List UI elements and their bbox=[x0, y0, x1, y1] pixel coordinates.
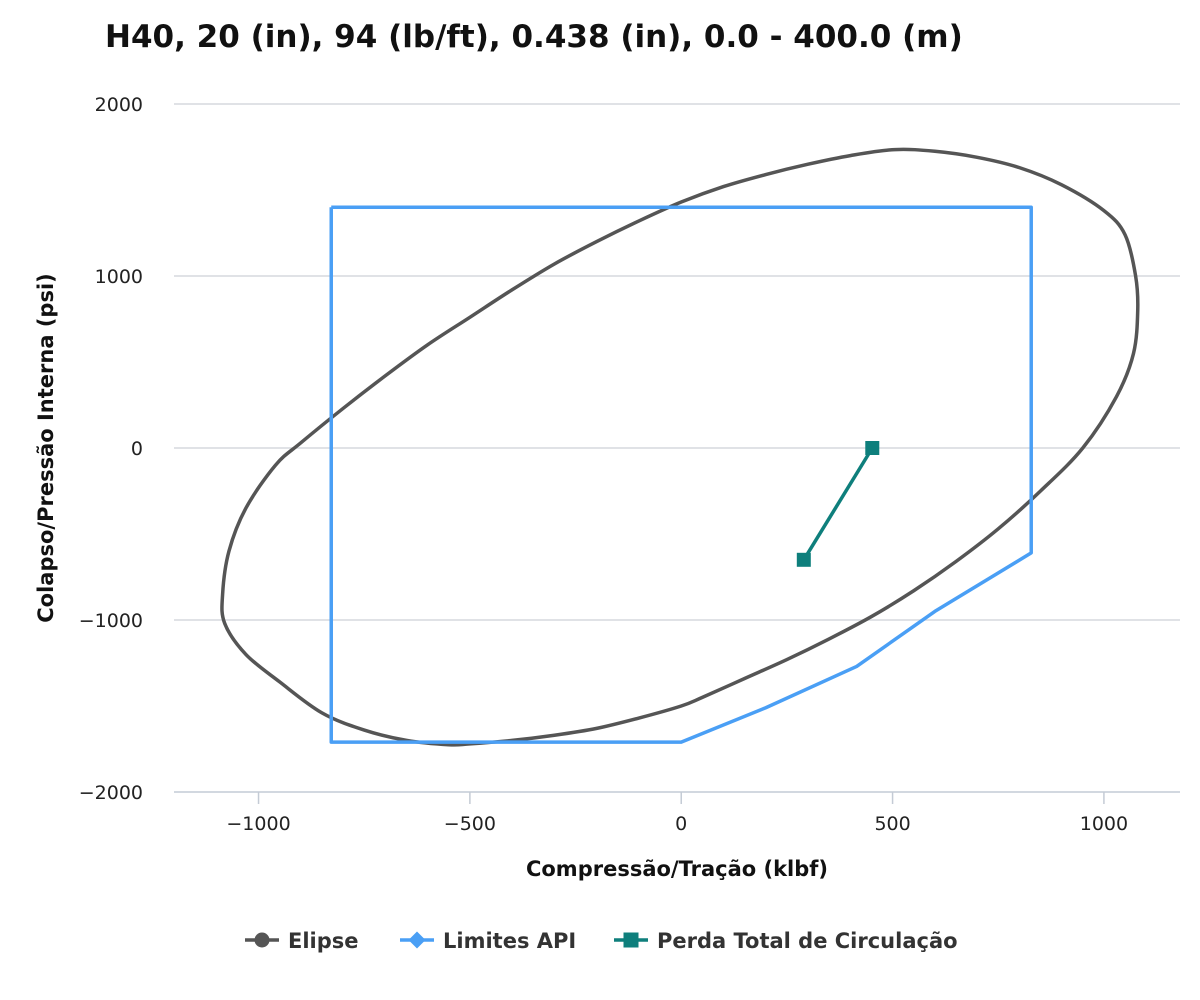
series-line bbox=[220, 147, 1140, 747]
chart-title: H40, 20 (in), 94 (lb/ft), 0.438 (in), 0.… bbox=[105, 19, 963, 55]
series-limites-api bbox=[329, 205, 1033, 744]
x-tick-label: 0 bbox=[675, 813, 687, 835]
series-elipse bbox=[220, 147, 1140, 747]
data-point bbox=[796, 552, 811, 567]
legend-marker-circle-icon bbox=[254, 932, 270, 948]
legend-label: Elipse bbox=[288, 929, 359, 953]
x-axis-title: Compressão/Tração (klbf) bbox=[526, 857, 828, 881]
series-perda-total-de-circulacao bbox=[796, 441, 880, 567]
legend-item-limites-api[interactable]: Limites API bbox=[400, 929, 576, 953]
legend-marker-diamond-icon bbox=[408, 931, 426, 949]
x-tick-label: −1000 bbox=[226, 813, 290, 835]
legend-item-perda-total-de-circulacao[interactable]: Perda Total de Circulação bbox=[614, 929, 958, 953]
legend-item-elipse[interactable]: Elipse bbox=[245, 929, 359, 953]
y-tick-label: 0 bbox=[131, 438, 143, 460]
grid bbox=[174, 103, 1180, 621]
plot-area bbox=[220, 147, 1140, 747]
series-line bbox=[329, 205, 1033, 744]
series-line bbox=[802, 447, 874, 561]
legend-marker-square-icon bbox=[623, 932, 639, 948]
legend[interactable]: Elipse Limites API Perda Total de Circulaç… bbox=[245, 929, 958, 953]
legend-label: Limites API bbox=[443, 929, 576, 953]
x-tick-label: 1000 bbox=[1080, 813, 1128, 835]
x-tick-label: 500 bbox=[874, 813, 910, 835]
y-axis-title: Colapso/Pressão Interna (psi) bbox=[34, 273, 58, 623]
data-point bbox=[865, 441, 880, 455]
y-tick-label: −1000 bbox=[79, 610, 143, 632]
x-tick-label: −500 bbox=[444, 813, 496, 835]
y-tick-label: 2000 bbox=[95, 94, 143, 116]
y-tick-label: −2000 bbox=[79, 782, 143, 804]
axes: −2000 −1000 0 1000 2000 −1000 −500 0 500 1000 bbox=[79, 94, 1180, 835]
legend-label: Perda Total de Circulação bbox=[657, 929, 958, 953]
y-tick-label: 1000 bbox=[95, 266, 143, 288]
